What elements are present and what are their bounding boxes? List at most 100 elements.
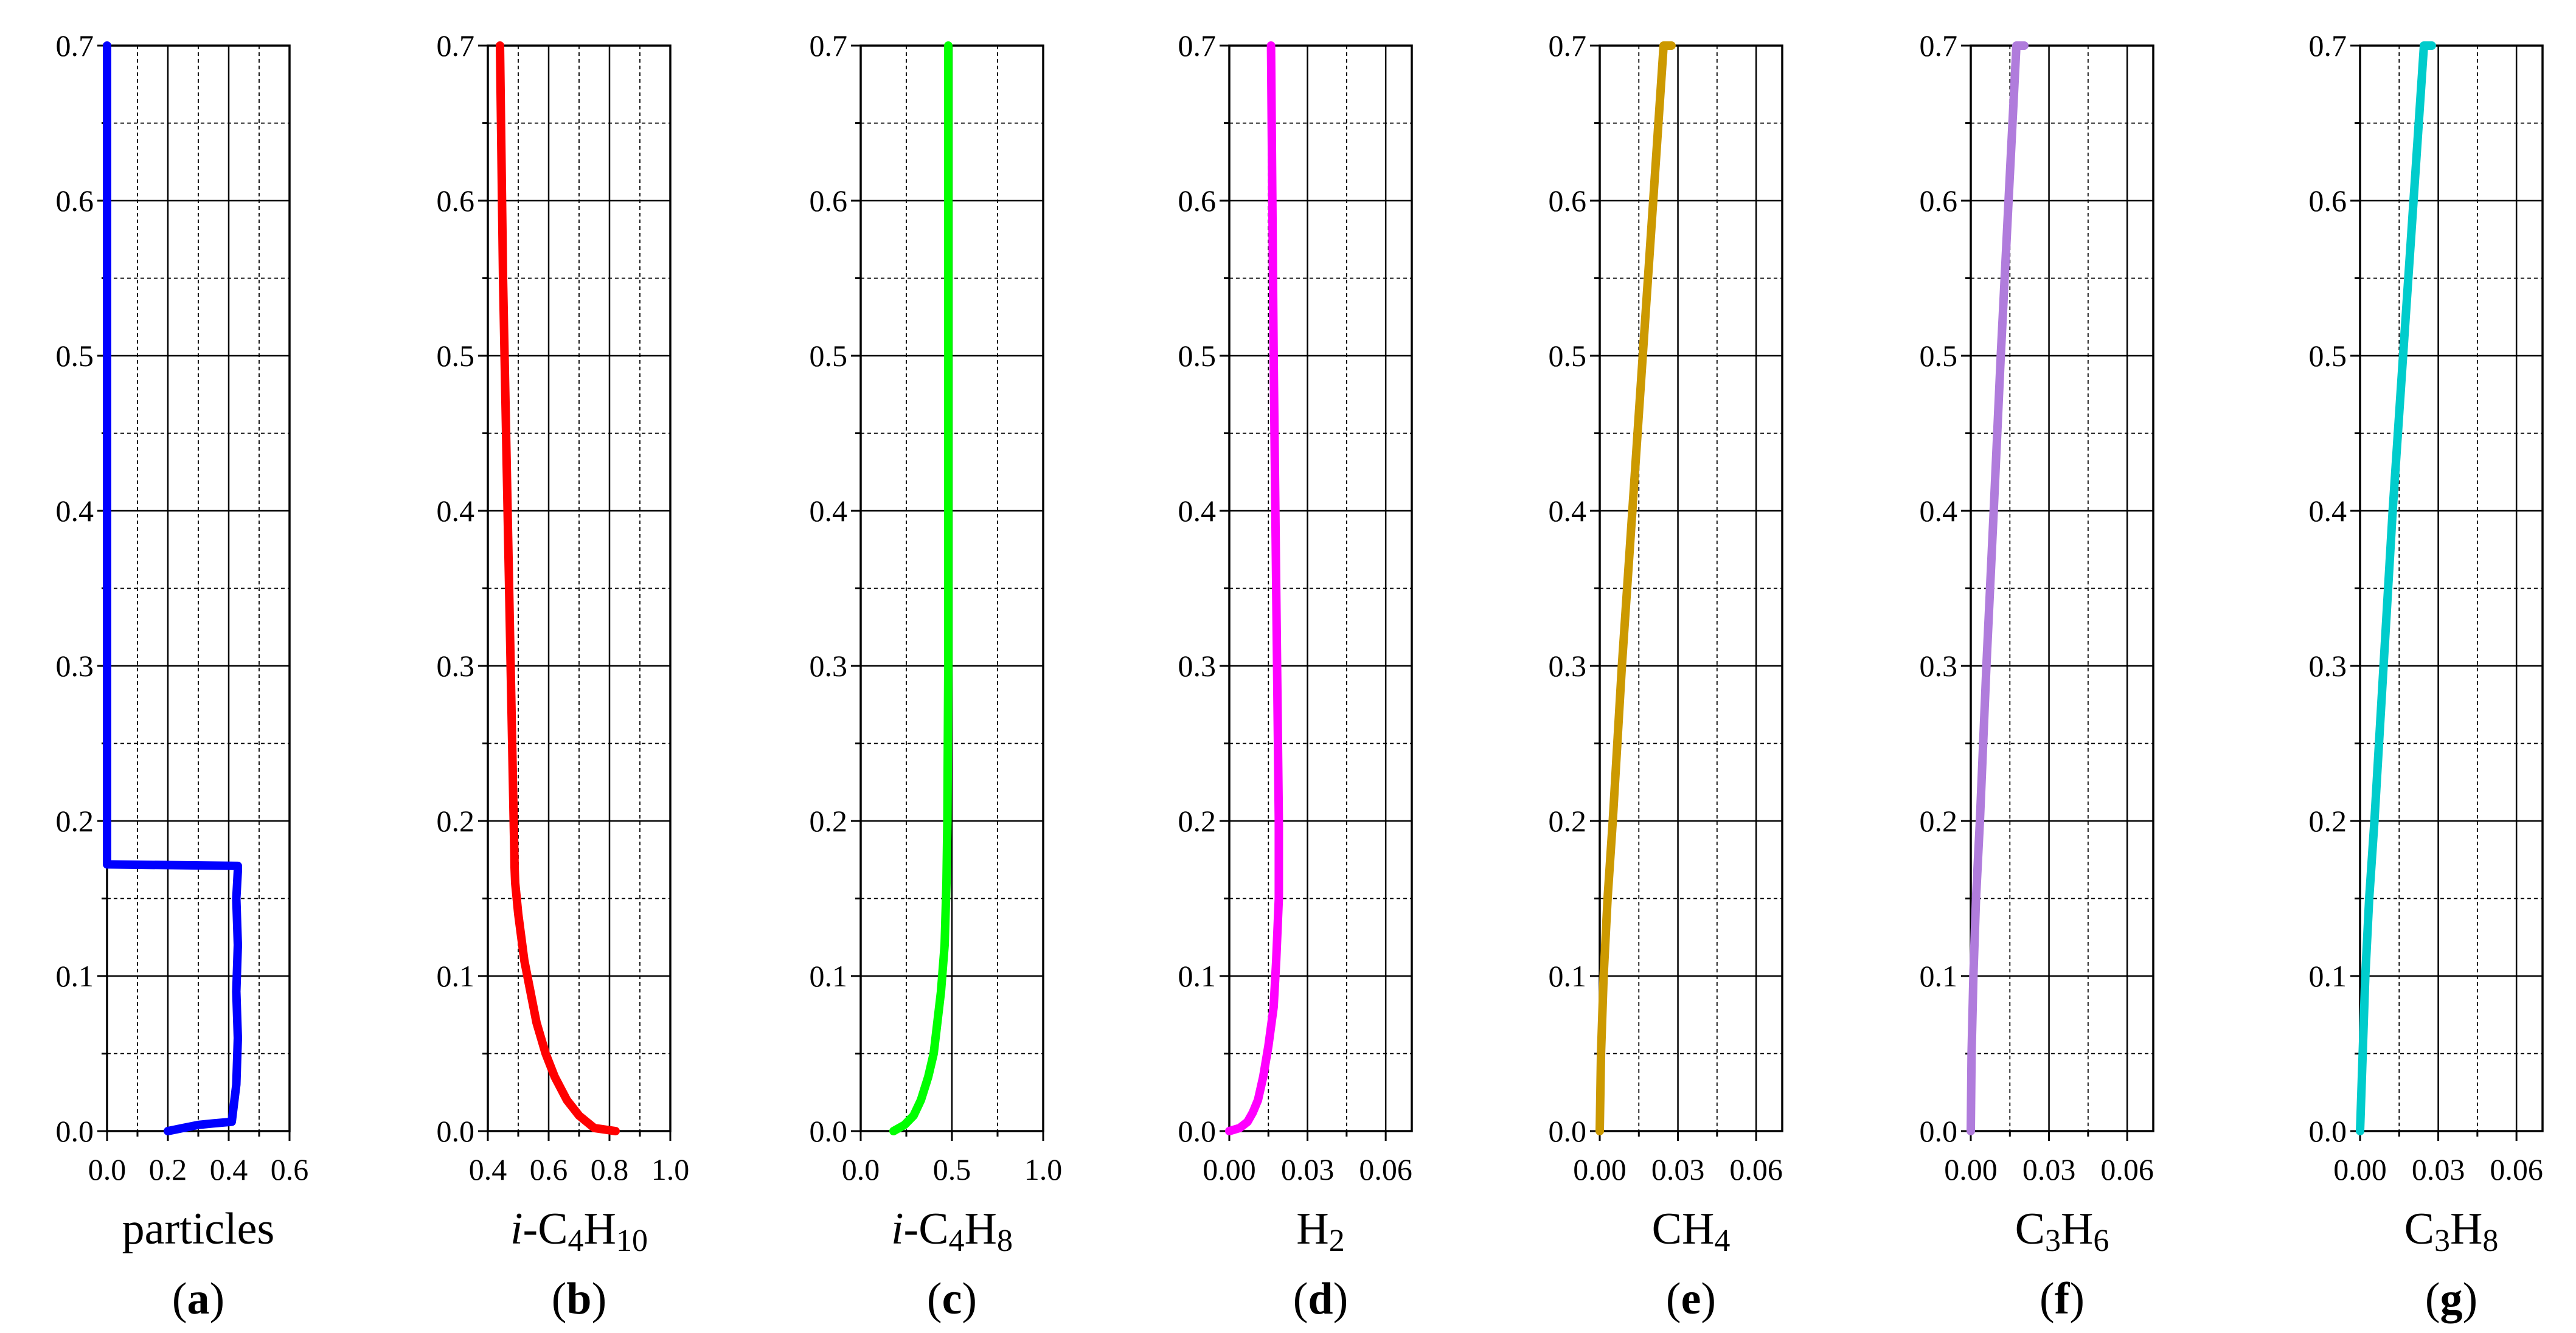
- y-tick-label: 0.7: [2309, 29, 2347, 63]
- panel-f: 0.0 0.1 0.2 0.3 0.4 0.5 0.6 0.7 0.00 0.03 0.06 C3​H…: [1920, 29, 2154, 1324]
- y-tick-label: 0.5: [1549, 339, 1587, 373]
- y-tick-label: 0.6: [2309, 184, 2347, 218]
- panel-g: 0.0 0.1 0.2 0.3 0.4 0.5 0.6 0.7 0.00 0.03 0.06 C3​H…: [2309, 29, 2544, 1324]
- plot-frame: [487, 44, 672, 1132]
- x-tick-label: 0.00: [2333, 1152, 2387, 1186]
- y-tick-label: 0.0: [810, 1114, 848, 1148]
- y-tick-label: 0.6: [1920, 184, 1958, 218]
- series-line-g: [2356, 41, 2436, 1135]
- panel-e: 0.0 0.1 0.2 0.3 0.4 0.5 0.6 0.7 0.00 0.03 0.06 CH4​…: [1549, 29, 1783, 1324]
- axis-title-part: 8: [2482, 1224, 2498, 1258]
- axis-title-part: H: [2450, 1204, 2482, 1254]
- axis-title-part: 4: [1714, 1224, 1730, 1258]
- x-axis-title: particles: [122, 1204, 275, 1254]
- y-tick-label: 0.1: [1178, 959, 1217, 993]
- y-tick-label: 0.6: [1549, 184, 1587, 218]
- x-axis-title: CH4​: [1652, 1204, 1731, 1258]
- y-tick-label: 0.5: [1920, 339, 1958, 373]
- y-tick-label: 0.5: [437, 339, 475, 373]
- axis-title-part: 4: [949, 1224, 965, 1258]
- y-tick-label: 0.4: [1178, 494, 1217, 528]
- panel-d: 0.0 0.1 0.2 0.3 0.4 0.5 0.6 0.7 0.00 0.03 0.06 H2​ (…: [1178, 29, 1413, 1324]
- panel-label: (c): [927, 1274, 977, 1324]
- y-tick-label: 0.3: [437, 649, 475, 683]
- y-tick-label: 0.7: [810, 29, 848, 63]
- y-tick-label: 0.3: [1178, 649, 1217, 683]
- x-tick-label: 0.8: [591, 1152, 629, 1186]
- y-tick-label: 0.0: [1178, 1114, 1217, 1148]
- y-tick-label: 0.6: [810, 184, 848, 218]
- x-tick-label: 0.6: [271, 1152, 309, 1186]
- y-tick-label: 0.2: [1920, 804, 1958, 838]
- axis-title-part: 3: [2434, 1224, 2450, 1258]
- plot-frame: [1970, 44, 2154, 1132]
- x-tick-label: 0.6: [530, 1152, 568, 1186]
- plot-frame: [2359, 44, 2544, 1132]
- y-tick-label: 0.0: [1920, 1114, 1958, 1148]
- x-tick-label: 0.03: [1281, 1152, 1335, 1186]
- x-tick-label: 0.03: [2412, 1152, 2465, 1186]
- panel-letter: c: [942, 1274, 962, 1324]
- panel-b: 0.00.10.20.30.40.50.60.70.4 0.6 0.8 1.0i-C4…: [437, 29, 690, 1324]
- x-axis-title: i-C4​H10​: [510, 1204, 648, 1258]
- y-tick-label: 0.2: [56, 804, 94, 838]
- axis-title-part: -C: [904, 1204, 949, 1254]
- panel-letter: g: [2440, 1274, 2463, 1324]
- axis-title-part: i: [510, 1204, 523, 1254]
- y-tick-label: 0.0: [437, 1114, 475, 1148]
- panel-letter: b: [566, 1274, 591, 1324]
- series-line-b: [496, 41, 620, 1135]
- y-tick-label: 0.1: [1920, 959, 1958, 993]
- x-tick-label: 0.4: [210, 1152, 248, 1186]
- y-tick-label: 0.7: [1920, 29, 1958, 63]
- panel-letter: a: [187, 1274, 210, 1324]
- x-axis-title: C3​H6​: [2015, 1204, 2109, 1258]
- axis-title-part: CH: [1652, 1204, 1715, 1254]
- y-tick-label: 0.4: [56, 494, 94, 528]
- panel-label: (f): [2040, 1274, 2085, 1324]
- y-tick-label: 0.5: [1178, 339, 1217, 373]
- x-axis-title: i-C4​H8​: [891, 1204, 1013, 1258]
- x-tick-label: 0.00: [1203, 1152, 1256, 1186]
- series-line-a: [103, 41, 242, 1135]
- y-tick-label: 0.4: [810, 494, 848, 528]
- panel-label: (g): [2425, 1274, 2477, 1324]
- y-tick-label: 0.4: [1549, 494, 1587, 528]
- axis-title-part: 10: [616, 1224, 648, 1258]
- x-tick-label: 0.0: [842, 1152, 880, 1186]
- y-tick-label: 0.3: [2309, 649, 2347, 683]
- y-tick-label: 0.3: [1920, 649, 1958, 683]
- x-tick-label: 0.00: [1573, 1152, 1626, 1186]
- y-tick-label: 0.7: [1178, 29, 1217, 63]
- y-tick-label: 0.4: [437, 494, 475, 528]
- y-tick-label: 0.2: [437, 804, 475, 838]
- x-tick-label: 0.0: [88, 1152, 127, 1186]
- y-tick-label: 0.6: [437, 184, 475, 218]
- x-tick-label: 1.0: [651, 1152, 690, 1186]
- series-line-c: [889, 41, 953, 1135]
- panel-a: 0.0 0.1 0.2 0.3 0.4 0.5 0.6 0.7 0.0 0.2 0.4 0.6 part…: [56, 29, 309, 1324]
- axis-title-part: 3: [2045, 1224, 2061, 1258]
- panel-letter: e: [1681, 1274, 1701, 1324]
- axis-title-part: H: [2061, 1204, 2093, 1254]
- panel-label: (d): [1293, 1274, 1348, 1324]
- y-tick-label: 0.7: [1549, 29, 1587, 63]
- panel-label: (b): [552, 1274, 606, 1324]
- plot-frame: [1599, 44, 1783, 1132]
- axis-title-part: C: [2404, 1204, 2434, 1254]
- plot-frame: [1228, 44, 1413, 1132]
- y-tick-label: 0.1: [2309, 959, 2347, 993]
- y-tick-label: 0.1: [56, 959, 94, 993]
- axis-title-part: i: [891, 1204, 904, 1254]
- y-tick-label: 0.3: [56, 649, 94, 683]
- y-tick-label: 0.1: [810, 959, 848, 993]
- y-tick-label: 0.4: [2309, 494, 2347, 528]
- axis-title-part: particles: [122, 1204, 275, 1254]
- y-tick-label: 0.7: [56, 29, 94, 63]
- axis-title-part: H: [965, 1204, 997, 1254]
- x-tick-label: 0.00: [1944, 1152, 1998, 1186]
- x-tick-label: 1.0: [1024, 1152, 1063, 1186]
- y-tick-label: 0.0: [1549, 1114, 1587, 1148]
- axis-title-part: 8: [997, 1224, 1013, 1258]
